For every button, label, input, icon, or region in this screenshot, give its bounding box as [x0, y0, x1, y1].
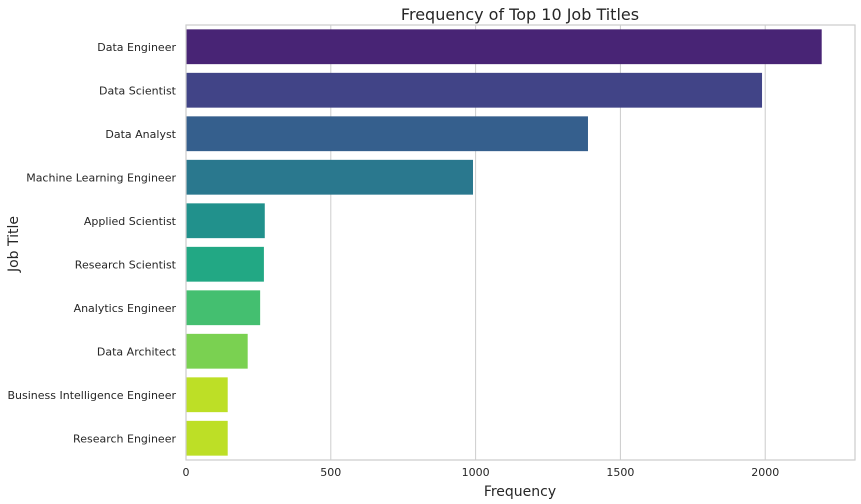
bar: [186, 377, 228, 413]
y-tick-label: Data Scientist: [99, 84, 177, 97]
x-tick-label: 2000: [751, 466, 779, 479]
x-tick-label: 500: [320, 466, 341, 479]
bars: [186, 29, 822, 456]
bar: [186, 203, 265, 239]
bar: [186, 333, 248, 369]
y-tick-label: Applied Scientist: [84, 215, 177, 228]
bar: [186, 72, 763, 108]
y-axis-title: Job Title: [6, 216, 22, 273]
y-tick-label: Data Architect: [97, 345, 177, 358]
tick-labels: 0 500 1000 1500 2000 Data Engineer Data Scient…: [8, 41, 780, 479]
y-tick-label: Data Analyst: [105, 128, 176, 141]
y-tick-label: Data Engineer: [97, 41, 176, 54]
plot-frame: [185, 24, 856, 461]
y-tick-label: Analytics Engineer: [74, 302, 177, 315]
x-tick-label: 1000: [462, 466, 490, 479]
bar: [186, 116, 588, 152]
y-tick-label: Machine Learning Engineer: [26, 171, 176, 184]
y-tick-label: Research Scientist: [75, 258, 177, 271]
bar: [186, 246, 264, 282]
chart-title: Frequency of Top 10 Job Titles: [401, 5, 639, 24]
bar: [186, 290, 261, 326]
x-tick-label: 0: [183, 466, 190, 479]
y-tick-label: Business Intelligence Engineer: [8, 389, 177, 402]
bar: [186, 420, 228, 456]
y-tick-label: Research Engineer: [73, 432, 176, 445]
bar: [186, 29, 822, 65]
x-tick-label: 1500: [606, 466, 634, 479]
bar: [186, 159, 474, 195]
x-axis-title: Frequency: [484, 484, 556, 500]
